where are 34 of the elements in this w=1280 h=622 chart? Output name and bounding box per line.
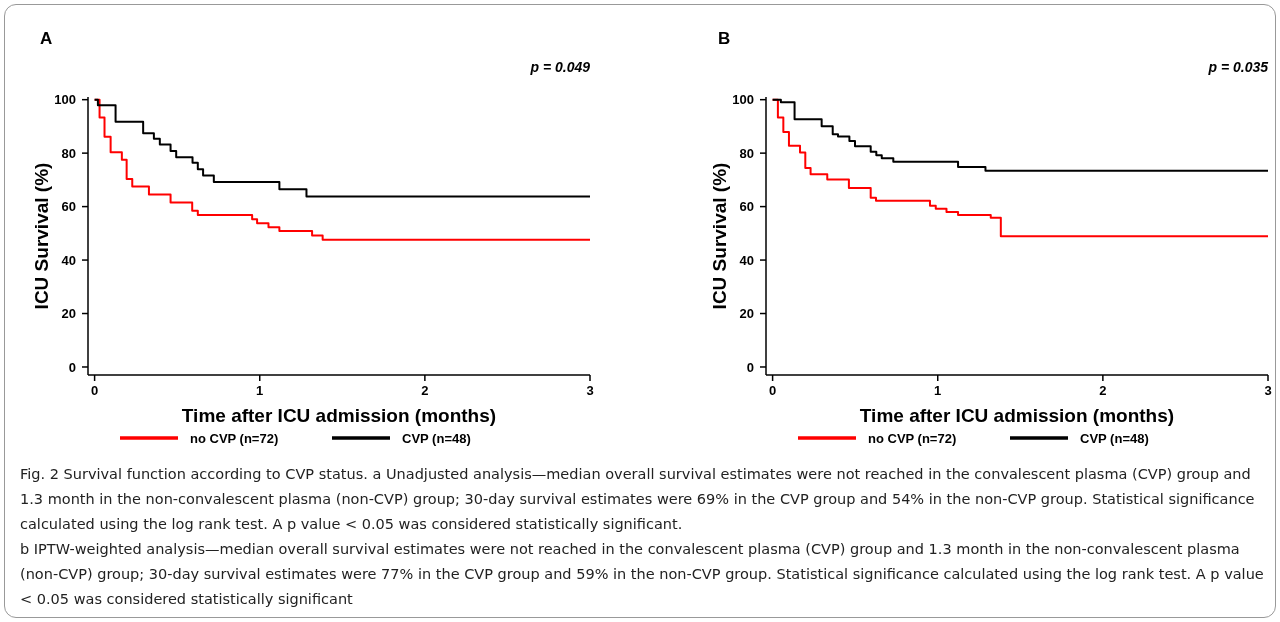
x-axis-title: Time after ICU admission (months) [859,405,1175,426]
y-tick-label: 80 [739,145,754,161]
chart-title: B [718,29,731,48]
y-tick-label: 80 [61,145,76,161]
legend-label: CVP (n=48) [402,430,471,446]
y-tick-label: 100 [732,92,754,108]
x-tick-label: 3 [586,383,594,398]
y-tick-label: 60 [61,199,76,215]
text: p = 0.035 [1207,59,1269,75]
legend-label: no CVP (n=72) [868,430,957,446]
y-tick-label: 0 [68,359,76,375]
x-tick-label: 1 [256,383,264,398]
x-tick-label: 0 [768,383,777,398]
y-tick-label: 40 [61,252,76,268]
y-tick-label: 60 [739,199,754,215]
y-tick-label: 20 [61,306,76,322]
x-tick-label: 1 [934,383,942,398]
y-axis-title: ICU Survival (%) [31,162,52,310]
y-tick-label: 40 [739,252,754,268]
y-tick-label: 20 [739,306,754,322]
legend-label: no CVP (n=72) [190,430,279,446]
y-tick-label: 100 [54,92,76,108]
chart-title: A [40,29,53,48]
text: p = 0.049 [529,59,591,75]
y-axis-title: ICU Survival (%) [709,162,730,310]
x-tick-label: 3 [1264,383,1272,398]
text: b IPTW-weighted analysis—median overall survival estimates were not reached in the convalescent plasma (CVP) group and 1.3 month in the non-convalescent plasma (non-CVP) group; 30-day survival estimates were 77% in the CVP group and 59% in the non-CVP group. Statistical significance calculated using the log rank test. A p value < 0.05 was considered statistically significant [20,540,1265,609]
x-axis-title: Time after ICU admission (months) [181,405,497,426]
legend-label: CVP (n=48) [1080,430,1149,446]
caption: Fig. 2 Survival function according to CVP status. a Unadjusted analysis—median overall survival estimates were not reached in the convalescent plasma (CVP) group and 1.3 month in the non-convalescent plasma (non-CVP) group; 30-day survival estimates were 69% in the CVP group and 54% in the non-CVP group. Statistical significance calculated using the log rank test. A p value < 0.05 was considered statistically significant. [20,465,1256,534]
y-tick-label: 0 [746,359,754,375]
x-tick-label: 2 [421,383,429,398]
x-tick-label: 0 [90,383,99,398]
x-tick-label: 2 [1099,383,1107,398]
